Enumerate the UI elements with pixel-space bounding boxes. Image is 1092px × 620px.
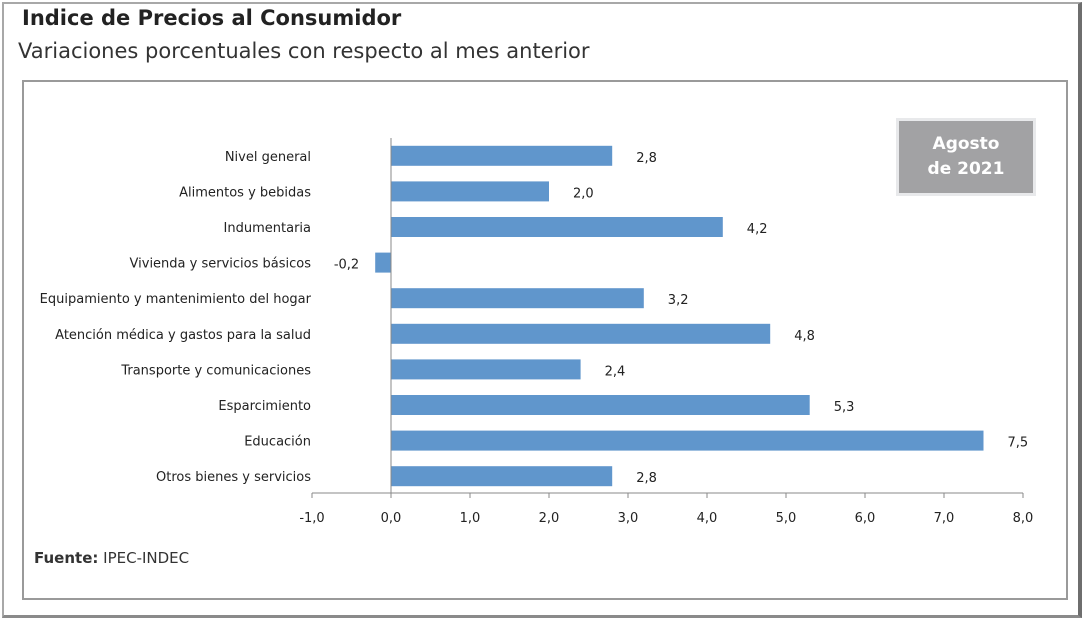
category-label: Vivienda y servicios básicos [130, 257, 312, 272]
x-tick-label: 0,0 [381, 511, 402, 526]
data-label: 2,8 [636, 471, 657, 486]
data-label: 2,0 [573, 186, 594, 201]
category-label: Alimentos y bebidas [179, 185, 311, 200]
bar [391, 430, 984, 451]
source-label: Fuente: [34, 549, 99, 567]
category-label: Equipamiento y mantenimiento del hogar [40, 292, 312, 307]
bar [391, 145, 613, 166]
chart-area [22, 80, 1068, 600]
period-month: Agosto [932, 134, 1000, 154]
bar [391, 288, 644, 309]
period-badge: Agosto de 2021 [896, 118, 1036, 196]
bar [391, 181, 549, 202]
x-tick-label: 8,0 [1013, 511, 1034, 526]
data-label: 5,3 [834, 400, 855, 415]
chart-title: Indice de Precios al Consumidor [22, 6, 402, 30]
period-year: de 2021 [927, 159, 1005, 179]
x-tick-label: 5,0 [776, 511, 797, 526]
bar [391, 217, 723, 237]
category-label: Nivel general [225, 150, 311, 165]
x-tick-label: 7,0 [934, 511, 955, 526]
category-label: Otros bienes y servicios [156, 470, 311, 485]
data-label: 2,8 [636, 151, 657, 166]
data-label: 2,4 [605, 364, 626, 379]
x-tick-label: 6,0 [855, 511, 876, 526]
source-note: Fuente: IPEC-INDEC [34, 549, 189, 567]
bar [391, 359, 581, 380]
category-label: Atención médica y gastos para la salud [55, 328, 311, 343]
data-label: 4,2 [747, 222, 768, 237]
category-label: Transporte y comunicaciones [120, 363, 311, 378]
category-label: Educación [244, 435, 311, 450]
bar [375, 252, 391, 273]
category-label: Indumentaria [224, 221, 311, 236]
category-label: Esparcimiento [218, 399, 311, 414]
data-label: 3,2 [668, 293, 689, 308]
data-label: -0,2 [334, 258, 359, 273]
x-tick-label: 3,0 [618, 511, 639, 526]
bar [391, 395, 810, 415]
x-tick-label: 4,0 [697, 511, 718, 526]
x-tick-label: -1,0 [299, 511, 324, 526]
source-value: IPEC-INDEC [103, 549, 190, 567]
x-tick-label: 2,0 [539, 511, 560, 526]
chart-subtitle: Variaciones porcentuales con respecto al… [18, 39, 590, 63]
bar [391, 466, 613, 487]
data-label: 4,8 [794, 329, 815, 344]
x-tick-label: 1,0 [460, 511, 481, 526]
bar [391, 323, 771, 344]
data-label: 7,5 [1008, 436, 1029, 451]
